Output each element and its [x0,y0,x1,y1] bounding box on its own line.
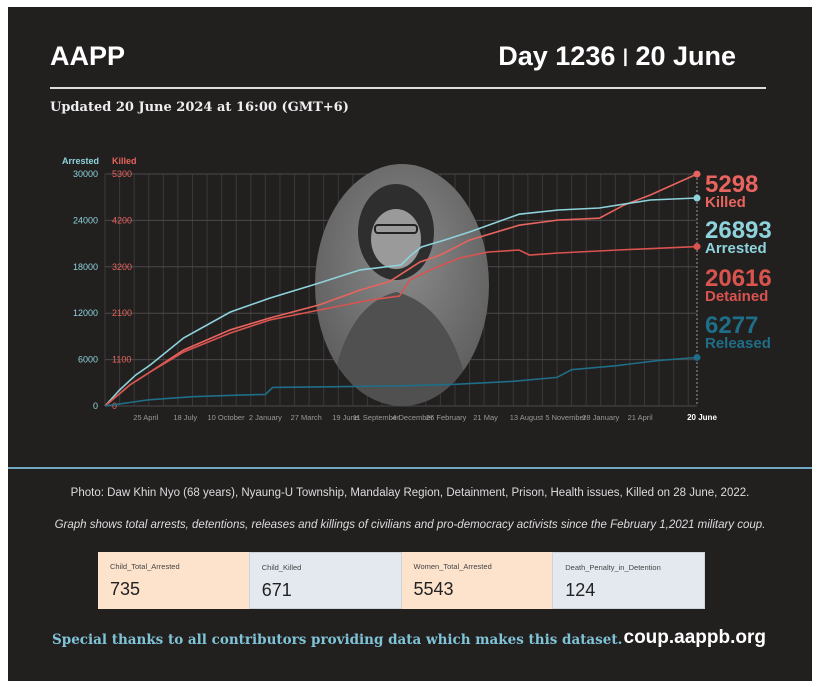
x-axis-tick: 21 May [473,413,498,422]
series-endpoint-arrested [693,194,701,202]
series-end-value: 6277 [705,312,758,339]
right-axis-tick: 3200 [112,262,132,272]
x-axis-tick: 5 November [545,413,586,422]
series-line-detained [104,245,698,407]
right-axis-title: Killed [112,156,137,166]
right-axis-tick: 5300 [112,169,132,179]
card-value: 735 [110,579,141,599]
x-axis-tick: 11 September [353,413,400,422]
day-date: 20 June [635,41,736,71]
series-end-label: Killed [705,194,746,211]
site-link[interactable]: coup.aappb.org [623,627,767,648]
card-child-killed: Child_Killed 671 [248,552,402,609]
series-endpoint-released [693,353,701,361]
right-axis-tick: 2100 [112,308,132,318]
right-axis-tick: 1100 [112,355,131,365]
series-end-label: Released [705,335,771,352]
series-end-value: 26893 [705,217,772,244]
x-axis-tick: 27 March [291,413,322,422]
right-axis-tick: 0 [112,401,117,411]
x-axis-tick: 25 April [133,413,158,422]
x-axis-tick: 19 June [332,413,359,422]
card-label: Death_Penalty_in_Detention [565,563,661,572]
left-axis-tick: 12000 [73,308,98,318]
x-axis-tick: 13 August [510,413,544,422]
series-end-value: 5298 [705,171,758,198]
card-label: Child_Killed [261,563,302,572]
day-counter: Day 1236 | 20 June [498,41,736,72]
x-axis-tick: 10 October [207,413,245,422]
graph-caption: Graph shows total arrests, detentions, r… [54,519,766,531]
right-axis-tick: 4200 [112,215,132,225]
card-value: 671 [261,580,292,600]
x-axis-tick: 26 February [426,413,467,422]
stat-cards: Child_Total_Arrested 735 Child_Killed 67… [98,552,705,609]
card-label: Child_Total_Arrested [110,562,180,571]
series-line-killed [104,173,698,407]
left-axis-tick: 18000 [73,262,98,272]
updated-timestamp: Updated 20 June 2024 at 16:00 (GMT+6) [50,100,349,115]
victim-photo [315,164,489,406]
card-death-penalty: Death_Penalty_in_Detention 124 [552,552,705,609]
day-number: Day 1236 [498,41,616,71]
series-end-label: Arrested [705,240,767,257]
x-axis-tick: 4 December [392,413,433,422]
card-women-total-arrested: Women_Total_Arrested 5543 [401,552,553,609]
left-axis-tick: 0 [93,401,98,411]
series-line-arrested [104,197,698,407]
series-line-released [104,356,698,407]
card-label: Women_Total_Arrested [413,562,492,571]
header-divider [50,87,766,89]
photo-caption: Photo: Daw Khin Nyo (68 years), Nyaung-U… [70,487,750,499]
line-chart: 0 0 6000 1100 12000 2100 18000 3200 24000 4200 300… [62,156,772,422]
left-axis-tick: 30000 [73,169,98,179]
card-child-total-arrested: Child_Total_Arrested 735 [98,552,249,609]
series-end-label: Detained [705,288,768,305]
left-axis-tick: 6000 [78,355,98,365]
x-axis-tick: 28 January [582,413,619,422]
x-axis-tick: 18 July [173,413,197,422]
series-end-value: 20616 [705,265,772,292]
left-axis-title: Arrested [62,156,99,166]
card-value: 124 [565,580,596,600]
series-endpoint-killed [693,170,701,178]
brand-title: AAPP [50,41,126,71]
x-axis-tick: 2 January [249,413,282,422]
card-value: 5543 [413,579,454,599]
infographic: AAPP Day 1236 | 20 June Updated 20 June … [8,7,812,681]
x-axis-tick: 20 June [687,413,717,422]
series-endpoint-detained [693,243,701,251]
section-divider [8,467,812,469]
left-axis-tick: 24000 [73,215,98,225]
separator: | [622,46,628,66]
x-axis-tick: 21 April [628,413,653,422]
thanks-note: Special thanks to all contributors provi… [52,632,623,648]
